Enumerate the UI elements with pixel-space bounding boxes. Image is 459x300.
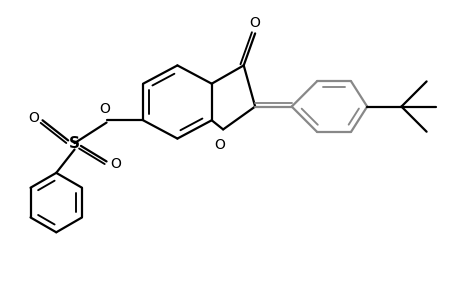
Text: O: O xyxy=(110,157,121,171)
Text: O: O xyxy=(249,16,260,30)
Text: O: O xyxy=(213,138,224,152)
Text: O: O xyxy=(99,102,109,116)
Text: O: O xyxy=(28,111,39,125)
Text: S: S xyxy=(69,136,80,151)
